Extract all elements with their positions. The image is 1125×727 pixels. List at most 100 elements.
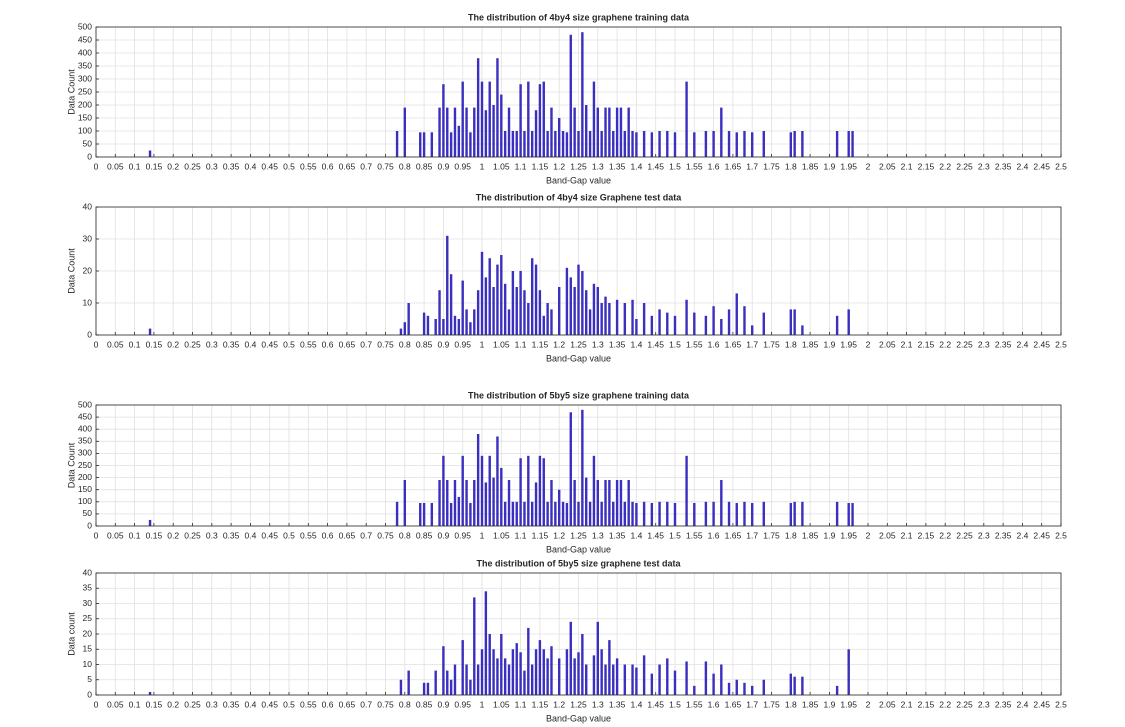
bar <box>577 131 580 157</box>
x-tick-label: 0 <box>94 339 99 349</box>
x-tick-label: 1 <box>480 699 485 709</box>
x-tick-label: 0.85 <box>416 530 433 540</box>
y-tick-label: 50 <box>83 508 93 518</box>
x-tick-label: 0.45 <box>261 699 278 709</box>
x-tick-label: 0.9 <box>437 339 449 349</box>
y-tick-label: 350 <box>78 60 92 70</box>
x-tick-label: 1.05 <box>493 530 510 540</box>
x-tick-label: 0.65 <box>339 530 356 540</box>
chart-title: The distribution of 5by5 size graphene t… <box>468 390 690 400</box>
x-tick-label: 1.75 <box>763 161 780 171</box>
bar <box>523 501 526 526</box>
bar <box>558 118 561 157</box>
x-tick-label: 2.5 <box>1055 161 1067 171</box>
x-tick-label: 0.05 <box>107 339 124 349</box>
bar <box>446 670 449 695</box>
x-tick-label: 0.2 <box>167 339 179 349</box>
bar <box>434 670 437 695</box>
bar <box>735 503 738 526</box>
bar <box>419 503 422 526</box>
x-tick-label: 0.7 <box>360 339 372 349</box>
bar <box>480 455 484 526</box>
x-tick-label: 0.3 <box>206 339 218 349</box>
bar <box>627 480 630 526</box>
y-tick-label: 500 <box>78 21 92 31</box>
bar <box>704 131 708 157</box>
x-tick-label: 1.4 <box>630 161 642 171</box>
x-tick-label: 1.25 <box>570 161 587 171</box>
bar <box>449 679 453 695</box>
bar <box>847 309 850 335</box>
bar <box>519 271 522 335</box>
x-tick-label: 0.4 <box>244 699 256 709</box>
x-tick-label: 1.6 <box>708 699 720 709</box>
bar <box>650 673 654 695</box>
bar <box>608 480 611 526</box>
bar <box>515 287 518 335</box>
x-tick-label: 2.1 <box>901 530 913 540</box>
bar <box>673 670 677 695</box>
y-tick-label: 0 <box>87 520 92 530</box>
bar <box>673 503 677 526</box>
x-tick-label: 1.25 <box>570 530 587 540</box>
bar <box>442 319 445 335</box>
bar <box>530 664 534 695</box>
chart-title: The distribution of 4by4 size Graphene t… <box>476 192 683 202</box>
x-tick-label: 2.2 <box>939 339 951 349</box>
x-axis-label: Band-Gap value <box>546 544 611 554</box>
x-tick-label: 0.5 <box>283 530 295 540</box>
bar <box>612 664 615 695</box>
bar <box>476 290 480 335</box>
bar <box>650 132 654 157</box>
x-tick-label: 2.05 <box>879 161 896 171</box>
x-tick-label: 0.2 <box>167 161 179 171</box>
x-tick-label: 1.8 <box>785 339 797 349</box>
x-tick-label: 1.3 <box>592 530 604 540</box>
bar <box>588 309 592 335</box>
bar <box>511 501 515 526</box>
y-tick-label: 0 <box>87 151 92 161</box>
x-tick-label: 0.6 <box>322 699 334 709</box>
bar <box>685 455 688 526</box>
bar <box>596 480 599 526</box>
bar <box>847 649 850 695</box>
bar <box>500 467 503 526</box>
x-tick-label: 2.35 <box>995 161 1012 171</box>
x-tick-label: 0.85 <box>416 699 433 709</box>
x-tick-label: 0.1 <box>129 530 141 540</box>
x-tick-label: 1.6 <box>708 530 720 540</box>
y-tick-label: 0 <box>87 329 92 339</box>
bar <box>469 322 472 335</box>
bar <box>500 634 503 695</box>
bar <box>515 501 518 526</box>
bar <box>473 480 476 526</box>
x-tick-label: 0.3 <box>206 699 218 709</box>
bar <box>496 436 499 526</box>
plot-frame <box>95 26 1062 158</box>
bar <box>604 107 607 157</box>
y-tick-label: 450 <box>78 411 92 421</box>
bar <box>615 658 619 695</box>
x-tick-label: 0.85 <box>416 161 433 171</box>
bar <box>650 315 654 335</box>
bar <box>534 482 538 526</box>
bar <box>735 679 738 695</box>
x-tick-label: 2.3 <box>978 339 990 349</box>
x-axis-label: Band-Gap value <box>546 175 611 185</box>
plot-frame <box>95 572 1062 696</box>
bar <box>527 81 530 157</box>
bar <box>793 309 796 335</box>
bar <box>496 58 499 158</box>
bar <box>577 501 580 526</box>
x-tick-label: 1.5 <box>669 699 681 709</box>
bar <box>534 110 538 157</box>
bar <box>449 503 453 526</box>
bar <box>430 503 434 526</box>
bar <box>465 480 468 526</box>
bar <box>627 107 630 157</box>
x-tick-label: 1.95 <box>840 530 857 540</box>
bar <box>550 107 553 157</box>
bar <box>527 303 530 335</box>
bar <box>488 81 491 157</box>
x-tick-label: 2.45 <box>1033 530 1050 540</box>
